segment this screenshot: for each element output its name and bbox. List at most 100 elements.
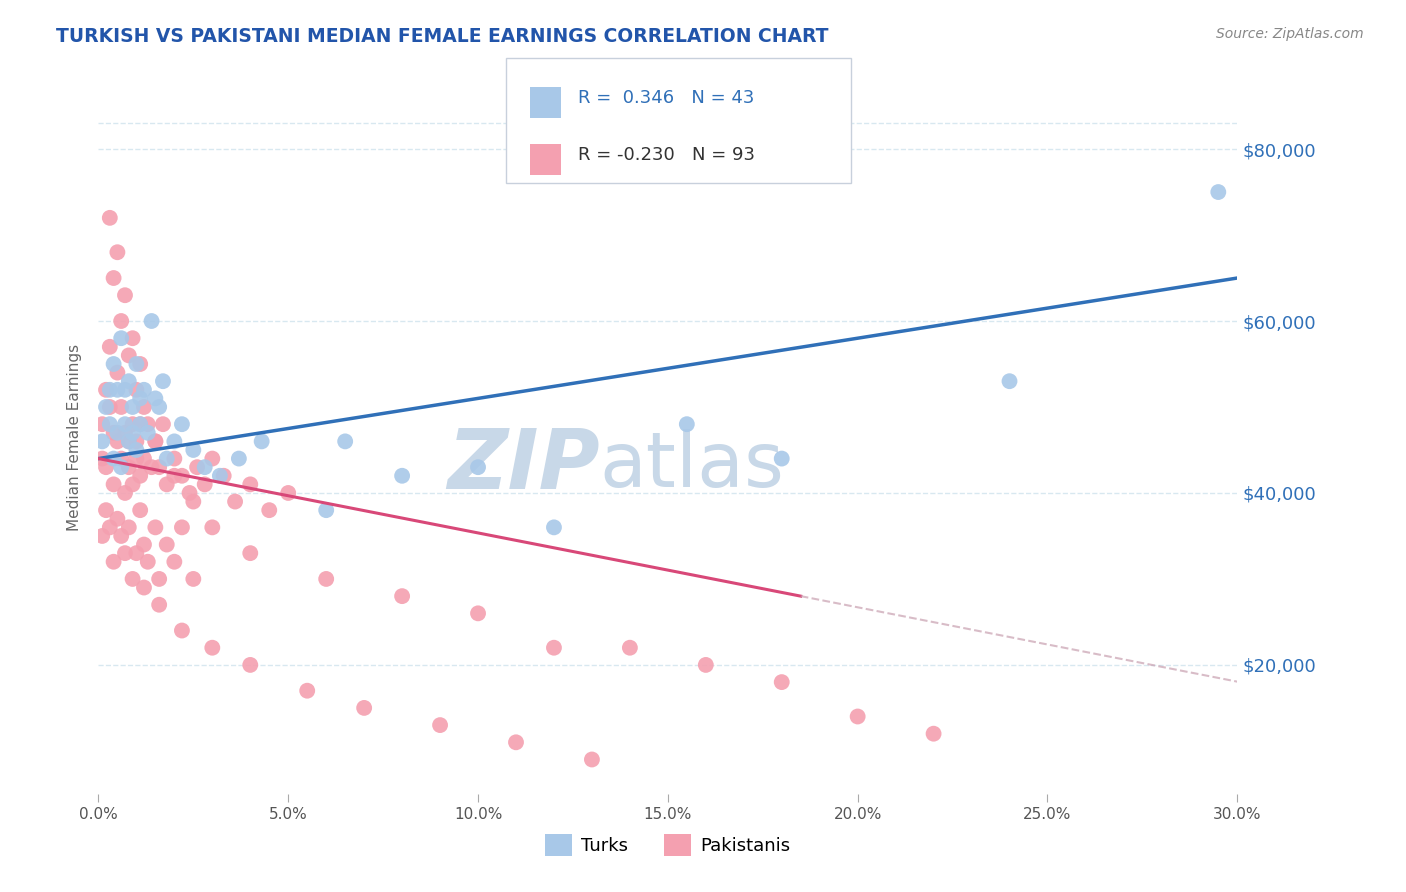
- Y-axis label: Median Female Earnings: Median Female Earnings: [67, 343, 83, 531]
- Point: [315, 503, 337, 517]
- Point: [98, 417, 121, 432]
- Point: [212, 468, 235, 483]
- Text: TURKISH VS PAKISTANI MEDIAN FEMALE EARNINGS CORRELATION CHART: TURKISH VS PAKISTANI MEDIAN FEMALE EARNI…: [56, 27, 828, 45]
- Point: [186, 460, 208, 475]
- Point: [136, 555, 159, 569]
- Point: [94, 383, 117, 397]
- Point: [277, 486, 299, 500]
- Point: [121, 331, 143, 345]
- Point: [132, 537, 155, 551]
- Point: [110, 460, 132, 475]
- Point: [110, 529, 132, 543]
- Point: [132, 400, 155, 414]
- Point: [121, 477, 143, 491]
- Point: [156, 477, 179, 491]
- Point: [152, 374, 174, 388]
- Point: [107, 512, 129, 526]
- Point: [118, 374, 141, 388]
- Point: [695, 657, 717, 672]
- Point: [145, 520, 167, 534]
- Point: [156, 537, 179, 551]
- Point: [170, 417, 193, 432]
- Point: [110, 451, 132, 466]
- Point: [118, 348, 141, 362]
- Text: R =  0.346   N = 43: R = 0.346 N = 43: [578, 89, 754, 107]
- Point: [91, 417, 114, 432]
- Point: [94, 460, 117, 475]
- Point: [145, 392, 167, 406]
- Point: [121, 400, 143, 414]
- Point: [676, 417, 699, 432]
- Point: [163, 434, 186, 449]
- Point: [129, 417, 152, 432]
- Point: [145, 434, 167, 449]
- Point: [129, 468, 152, 483]
- Point: [114, 417, 136, 432]
- Point: [98, 400, 121, 414]
- Point: [770, 675, 793, 690]
- Point: [114, 383, 136, 397]
- Point: [239, 546, 262, 560]
- Point: [103, 451, 125, 466]
- Text: Source: ZipAtlas.com: Source: ZipAtlas.com: [1216, 27, 1364, 41]
- Point: [114, 486, 136, 500]
- Point: [103, 477, 125, 491]
- Point: [201, 451, 224, 466]
- Point: [94, 503, 117, 517]
- Point: [136, 417, 159, 432]
- Point: [114, 546, 136, 560]
- Text: atlas: atlas: [599, 429, 785, 502]
- Point: [259, 503, 281, 517]
- Point: [543, 520, 565, 534]
- Point: [118, 520, 141, 534]
- Legend: Turks, Pakistanis: Turks, Pakistanis: [538, 827, 797, 863]
- Point: [619, 640, 641, 655]
- Point: [132, 383, 155, 397]
- Point: [163, 468, 186, 483]
- Point: [118, 434, 141, 449]
- Point: [125, 546, 148, 560]
- Point: [125, 357, 148, 371]
- Point: [125, 434, 148, 449]
- Point: [145, 434, 167, 449]
- Text: R = -0.230   N = 93: R = -0.230 N = 93: [578, 146, 755, 164]
- Point: [170, 520, 193, 534]
- Point: [846, 709, 869, 723]
- Point: [103, 425, 125, 440]
- Point: [110, 331, 132, 345]
- Point: [129, 392, 152, 406]
- Point: [183, 442, 205, 457]
- Point: [125, 442, 148, 457]
- Point: [125, 383, 148, 397]
- Point: [91, 451, 114, 466]
- Point: [179, 486, 201, 500]
- Point: [110, 314, 132, 328]
- Point: [107, 425, 129, 440]
- Point: [998, 374, 1021, 388]
- Point: [121, 425, 143, 440]
- Point: [148, 598, 170, 612]
- Point: [148, 572, 170, 586]
- Point: [391, 468, 413, 483]
- Point: [121, 572, 143, 586]
- Point: [110, 400, 132, 414]
- Point: [107, 434, 129, 449]
- Point: [391, 589, 413, 603]
- Point: [239, 657, 262, 672]
- Point: [129, 357, 152, 371]
- Point: [163, 555, 186, 569]
- Point: [148, 400, 170, 414]
- Point: [118, 434, 141, 449]
- Point: [353, 701, 375, 715]
- Point: [141, 314, 163, 328]
- Point: [103, 555, 125, 569]
- Point: [543, 640, 565, 655]
- Point: [114, 425, 136, 440]
- Point: [335, 434, 357, 449]
- Point: [922, 727, 945, 741]
- Point: [94, 400, 117, 414]
- Point: [239, 477, 262, 491]
- Point: [201, 520, 224, 534]
- Point: [107, 366, 129, 380]
- Point: [467, 460, 489, 475]
